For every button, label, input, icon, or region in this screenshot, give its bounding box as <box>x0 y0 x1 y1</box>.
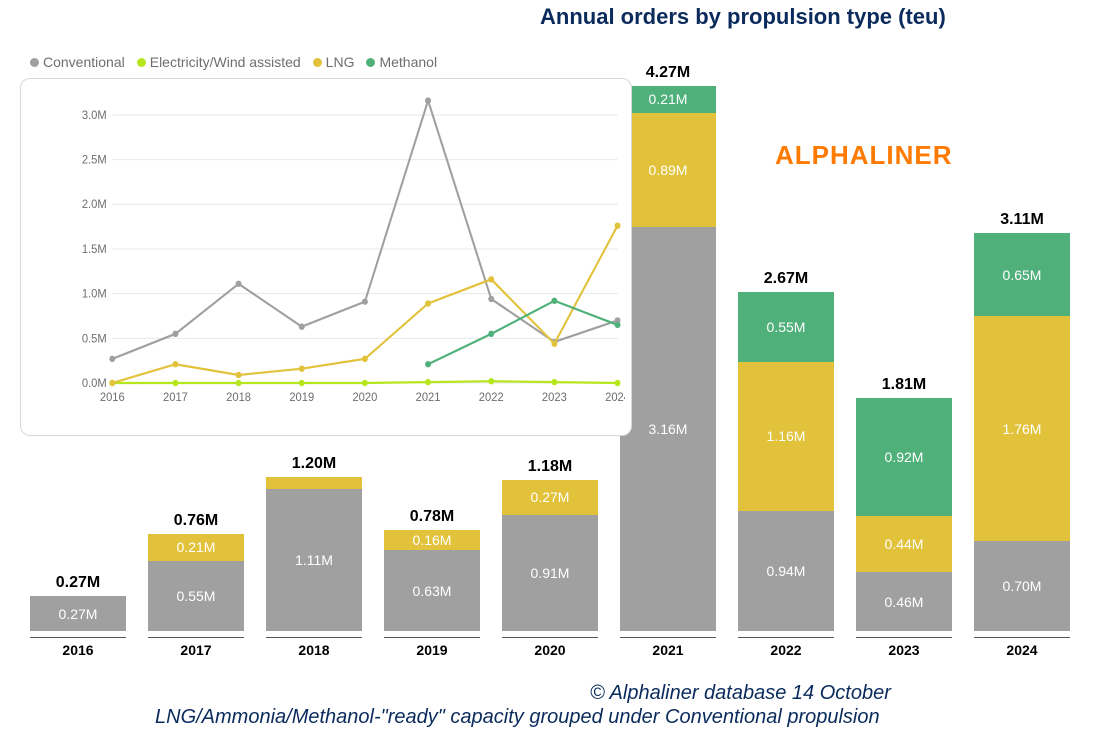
bar-segment: 0.94M <box>738 511 834 631</box>
bar-segment: 0.63M <box>384 550 480 631</box>
bar-segment: 0.27M <box>30 596 126 631</box>
bar-segment: 0.55M <box>148 561 244 631</box>
svg-text:1.0M: 1.0M <box>82 287 107 300</box>
legend-dot <box>313 58 322 67</box>
legend-dot <box>137 58 146 67</box>
chart-title: Annual orders by propulsion type (teu) <box>540 4 946 30</box>
bar-stack: 0.63M0.16M <box>384 530 480 631</box>
svg-text:2017: 2017 <box>163 391 188 404</box>
bar-total-label: 1.20M <box>266 455 362 473</box>
svg-text:1.5M: 1.5M <box>82 243 107 256</box>
bar-total-label: 4.27M <box>620 64 716 82</box>
svg-text:2020: 2020 <box>352 391 377 404</box>
bar-segment: 0.21M <box>148 534 244 561</box>
legend-label: LNG <box>326 54 355 70</box>
legend-item: Electricity/Wind assisted <box>137 54 301 70</box>
bar-year-label: 2020 <box>502 637 598 658</box>
bar-total-label: 1.81M <box>856 376 952 394</box>
bar-column: 0.78M 0.63M0.16M 2019 <box>384 508 480 658</box>
bar-segment: 0.27M <box>502 480 598 515</box>
bar-column: 1.81M 0.46M0.44M0.92M 2023 <box>856 376 952 658</box>
legend-label: Conventional <box>43 54 125 70</box>
bar-stack: 3.16M0.89M0.21M <box>620 86 716 631</box>
bar-stack: 0.46M0.44M0.92M <box>856 398 952 631</box>
legend-item: LNG <box>313 54 355 70</box>
bar-segment: 0.21M <box>620 86 716 113</box>
bar-segment: 1.76M <box>974 316 1070 541</box>
svg-text:2.5M: 2.5M <box>82 153 107 166</box>
legend-item: Methanol <box>366 54 437 70</box>
bar-segment: 0.46M <box>856 572 952 631</box>
svg-text:2024: 2024 <box>605 391 625 404</box>
bar-column: 1.18M 0.91M0.27M 2020 <box>502 458 598 658</box>
bar-total-label: 2.67M <box>738 270 834 288</box>
bar-segment <box>266 477 362 489</box>
bar-stack: 0.94M1.16M0.55M <box>738 292 834 631</box>
bar-stack: 0.70M1.76M0.65M <box>974 233 1070 631</box>
bar-segment: 0.91M <box>502 515 598 631</box>
bar-segment: 1.16M <box>738 362 834 510</box>
bar-year-label: 2022 <box>738 637 834 658</box>
svg-text:0.0M: 0.0M <box>82 377 107 390</box>
bar-total-label: 1.18M <box>502 458 598 476</box>
bar-segment: 3.16M <box>620 227 716 631</box>
bar-segment: 0.16M <box>384 530 480 550</box>
bar-stack: 1.11M <box>266 477 362 631</box>
bar-year-label: 2018 <box>266 637 362 658</box>
footer-note: LNG/Ammonia/Methanol-"ready" capacity gr… <box>155 706 880 729</box>
svg-text:2022: 2022 <box>479 391 504 404</box>
bar-year-label: 2024 <box>974 637 1070 658</box>
legend-item: Conventional <box>30 54 125 70</box>
bar-total-label: 0.76M <box>148 512 244 530</box>
bar-total-label: 3.11M <box>974 211 1070 229</box>
bar-column: 4.27M 3.16M0.89M0.21M 2021 <box>620 64 716 658</box>
svg-text:2016: 2016 <box>100 391 125 404</box>
bar-column: 0.76M 0.55M0.21M 2017 <box>148 512 244 658</box>
svg-text:2019: 2019 <box>289 391 314 404</box>
bar-year-label: 2017 <box>148 637 244 658</box>
bar-segment: 0.55M <box>738 292 834 362</box>
bar-year-label: 2019 <box>384 637 480 658</box>
bar-segment: 0.92M <box>856 398 952 516</box>
bar-column: 0.27M 0.27M 2016 <box>30 574 126 658</box>
bar-column: 1.20M 1.11M 2018 <box>266 455 362 658</box>
line-chart-panel: 0.0M 0.5M 1.0M 1.5M 2.0M 2.5M 3.0M 2016 2017 2018… <box>20 78 632 436</box>
legend-dot <box>30 58 39 67</box>
footer-source: © Alphaliner database 14 October <box>590 682 891 705</box>
bar-stack: 0.27M <box>30 596 126 631</box>
line-chart-svg: 0.0M 0.5M 1.0M 1.5M 2.0M 2.5M 3.0M 2016 2017 2018… <box>75 97 625 405</box>
bar-year-label: 2016 <box>30 637 126 658</box>
bar-stack: 0.55M0.21M <box>148 534 244 631</box>
bar-total-label: 0.27M <box>30 574 126 592</box>
legend: Conventional Electricity/Wind assisted LNG… <box>30 54 441 70</box>
svg-text:2.0M: 2.0M <box>82 198 107 211</box>
legend-label: Methanol <box>379 54 437 70</box>
legend-label: Electricity/Wind assisted <box>150 54 301 70</box>
bar-year-label: 2023 <box>856 637 952 658</box>
svg-text:2021: 2021 <box>416 391 441 404</box>
bar-column: 3.11M 0.70M1.76M0.65M 2024 <box>974 211 1070 658</box>
legend-dot <box>366 58 375 67</box>
svg-text:3.0M: 3.0M <box>82 109 107 122</box>
bar-total-label: 0.78M <box>384 508 480 526</box>
bar-stack: 0.91M0.27M <box>502 480 598 631</box>
svg-text:2023: 2023 <box>542 391 567 404</box>
bar-segment: 0.65M <box>974 233 1070 316</box>
bar-year-label: 2021 <box>620 637 716 658</box>
bar-segment: 1.11M <box>266 489 362 631</box>
bar-column: 2.67M 0.94M1.16M0.55M 2022 <box>738 270 834 658</box>
svg-text:0.5M: 0.5M <box>82 332 107 345</box>
svg-text:2018: 2018 <box>226 391 251 404</box>
bar-segment: 0.89M <box>620 113 716 227</box>
bar-segment: 0.70M <box>974 541 1070 631</box>
bar-segment: 0.44M <box>856 516 952 572</box>
